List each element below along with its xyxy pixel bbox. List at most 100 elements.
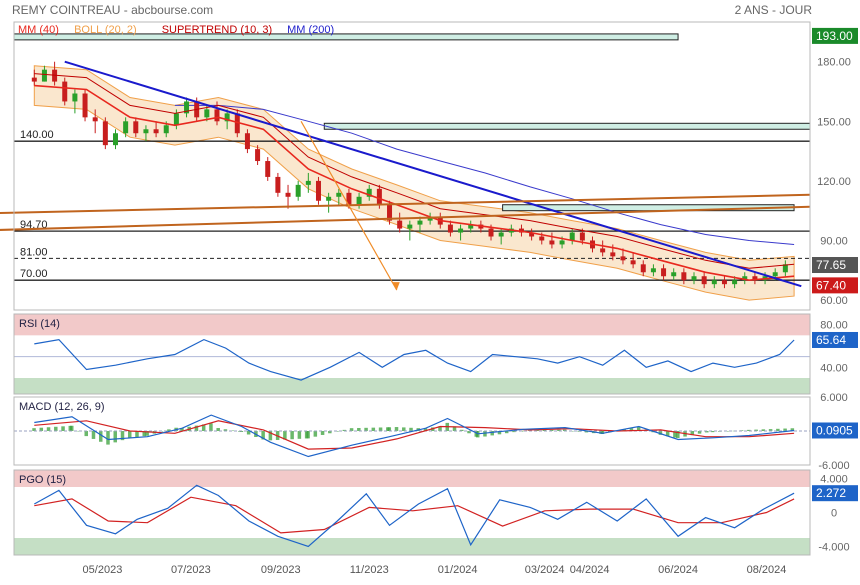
- rsi-line: [34, 338, 795, 381]
- candle-body: [559, 240, 565, 245]
- macd-hist-bar: [549, 429, 554, 431]
- trendline: [0, 205, 811, 231]
- candle-body: [468, 224, 474, 229]
- macd-hist-bar: [562, 429, 567, 431]
- x-tick-label: 07/2023: [171, 564, 211, 576]
- price-badge-0: 193.00: [812, 27, 858, 44]
- y-tick-label: 40.00: [820, 362, 848, 374]
- x-tick-label: 11/2023: [350, 564, 389, 576]
- candle-body: [640, 264, 646, 273]
- price-y-axis: 60.00 90.00 120.00 150.00 180.00: [817, 57, 851, 307]
- macd-hist-bar: [39, 427, 44, 431]
- macd-hist-bar: [297, 431, 302, 439]
- candle-body: [173, 113, 179, 126]
- rsi-badge: 65.64: [812, 331, 858, 348]
- price-badge-1-text: 77.65: [816, 258, 846, 272]
- y-tick-label: 0: [831, 508, 837, 520]
- pgo-signal-line: [34, 496, 795, 534]
- price-badge-0-text: 193.00: [816, 29, 853, 43]
- candle-body: [72, 93, 78, 102]
- x-tick-label: 04/2024: [570, 564, 610, 576]
- level-label: 70.00: [20, 268, 48, 280]
- candle-body: [133, 121, 139, 134]
- macd-hist-bar: [705, 431, 709, 433]
- candle-body: [31, 77, 37, 82]
- macd-hist-bar: [223, 429, 228, 431]
- macd-hist-bar: [216, 428, 220, 431]
- y-tick-label: 90.00: [820, 235, 848, 247]
- candle-body: [376, 188, 382, 205]
- macd-hist-bar: [106, 431, 110, 445]
- candle-body: [112, 133, 118, 146]
- macd-hist-bar: [335, 431, 339, 432]
- price-panel-frame: [13, 21, 811, 311]
- mm40-line: [34, 84, 795, 282]
- candle-body: [102, 121, 108, 146]
- candle-body: [265, 161, 271, 177]
- candle-body: [41, 69, 47, 82]
- candle-body: [539, 236, 545, 241]
- chart-title: REMY COINTREAU - abcbourse.com: [12, 3, 213, 17]
- candle-body: [742, 276, 748, 281]
- rsi-panel-frame: [13, 313, 811, 395]
- macd-hist-bar: [120, 431, 125, 441]
- macd-hist-bar: [69, 425, 74, 431]
- pgo-title: PGO (15): [19, 474, 66, 486]
- price-badge-2-bg: [812, 277, 858, 294]
- candle-body: [387, 204, 393, 221]
- macd-hist-bar: [283, 431, 287, 440]
- macd-hist-bar: [542, 429, 547, 431]
- candle-body: [620, 256, 626, 261]
- macd-hist-bar: [364, 427, 368, 431]
- macd-hist-bar: [98, 431, 103, 442]
- rsi-y-axis: 40.00 80.00: [820, 320, 848, 375]
- mm200-line: [174, 104, 795, 245]
- candle-body: [772, 272, 778, 277]
- macd-hist-bar: [46, 427, 51, 431]
- candle-body: [366, 188, 372, 197]
- candle-body: [224, 113, 230, 122]
- macd-hist-bar: [230, 430, 235, 432]
- macd-hist-bar: [127, 431, 132, 438]
- macd-hist-bar: [490, 431, 494, 436]
- legend-entry: MM (200): [287, 24, 334, 36]
- legend-entry: SUPERTREND (10, 3): [162, 24, 272, 36]
- rsi-badge-text: 65.64: [816, 333, 846, 347]
- macd-hist-bar: [394, 427, 399, 431]
- projection-arrow: [300, 121, 398, 291]
- candle-body: [346, 192, 352, 205]
- rsi-badge-bg: [812, 331, 858, 348]
- macd-hist-bar: [783, 428, 787, 431]
- macd-hist-bar: [167, 429, 171, 431]
- candle-body: [610, 252, 616, 257]
- resistance-zone: [323, 122, 811, 130]
- macd-hist-bar: [201, 424, 206, 431]
- trendline: [0, 193, 811, 215]
- macd-hist-bar: [754, 429, 758, 431]
- candle-body: [214, 109, 220, 122]
- macd-badge-text: 0.0905: [816, 423, 853, 437]
- macd-hist-bar: [32, 428, 36, 431]
- candle-body: [711, 280, 717, 285]
- price-badge-2-text: 67.40: [816, 278, 846, 292]
- macd-hist-bar: [328, 431, 332, 434]
- macd-hist-bar: [180, 427, 184, 431]
- macd-hist-bar: [423, 428, 428, 431]
- macd-hist-bar: [557, 429, 561, 431]
- candle-body: [305, 180, 311, 185]
- candle-body: [600, 248, 606, 253]
- y-tick-label: 6.000: [820, 392, 848, 404]
- candle-body: [244, 133, 250, 150]
- x-axis: 05/2023 07/2023 09/2023 11/2023 01/2024 03/20…: [83, 564, 787, 576]
- rsi-title: RSI (14): [19, 318, 60, 330]
- candle-body: [275, 176, 281, 193]
- candle-body: [681, 272, 687, 281]
- macd-hist-bar: [725, 431, 729, 432]
- candle-body: [721, 280, 727, 285]
- macd-hist-bar: [452, 426, 457, 431]
- candle-body: [397, 220, 403, 229]
- macd-hist-bar: [629, 428, 634, 431]
